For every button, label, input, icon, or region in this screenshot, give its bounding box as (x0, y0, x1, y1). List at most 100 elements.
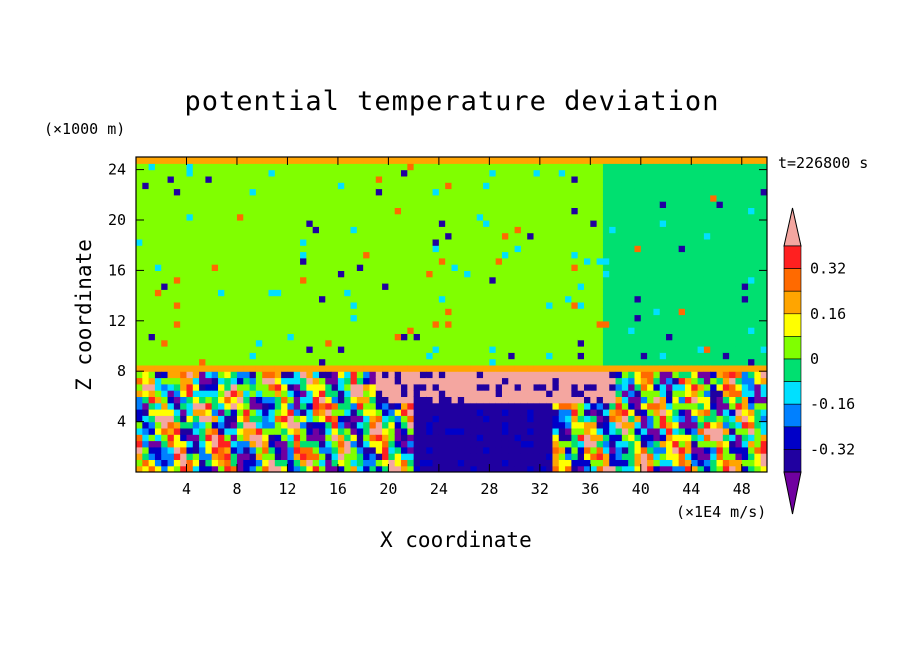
field-cell (729, 264, 737, 271)
field-cell (255, 409, 263, 416)
field-cell (546, 339, 554, 347)
field-cell (293, 169, 301, 177)
field-cell (558, 232, 566, 240)
field-cell (236, 358, 244, 366)
field-cell (281, 182, 289, 190)
field-cell (716, 276, 724, 284)
field-cell (552, 289, 560, 297)
field-cell (602, 440, 610, 448)
field-cell (514, 383, 522, 391)
field-cell (684, 264, 692, 271)
field-cell (647, 257, 655, 265)
field-cell (369, 352, 377, 360)
field-cell (602, 276, 610, 284)
field-cell (546, 276, 554, 284)
field-cell (678, 238, 686, 246)
field-cell (470, 169, 478, 177)
field-cell (571, 346, 579, 353)
field-cell (615, 213, 623, 221)
field-cell (565, 270, 572, 278)
field-cell (438, 440, 446, 448)
field-cell (489, 238, 497, 246)
field-cell (426, 169, 434, 177)
field-cell (697, 427, 705, 435)
field-cell (407, 415, 415, 423)
field-cell (722, 182, 730, 190)
field-cell (154, 434, 162, 442)
field-cell (470, 371, 478, 379)
field-cell (464, 283, 472, 290)
field-cell (205, 320, 213, 328)
field-cell (419, 276, 427, 284)
field-cell (218, 213, 225, 221)
field-cell (394, 453, 402, 460)
field-cell (590, 415, 598, 423)
field-cell (558, 409, 566, 416)
field-cell (508, 289, 516, 297)
field-cell (356, 352, 364, 360)
field-cell (735, 251, 743, 259)
field-cell (394, 213, 402, 221)
field-cell (640, 459, 648, 467)
field-cell (413, 175, 421, 183)
field-cell (167, 434, 175, 442)
field-cell (161, 220, 169, 227)
field-cell (318, 220, 326, 227)
field-cell (318, 182, 326, 190)
field-cell (337, 459, 345, 467)
field-cell (552, 446, 560, 454)
field-cell (628, 207, 636, 215)
field-cell (596, 251, 604, 259)
field-cell (748, 157, 755, 164)
field-cell (558, 301, 566, 309)
field-cell (369, 163, 377, 171)
field-cell (754, 163, 762, 171)
field-cell (520, 352, 528, 360)
field-cell (312, 402, 320, 410)
field-cell (136, 415, 143, 423)
field-cell (678, 320, 686, 328)
field-cell (419, 459, 427, 467)
field-cell (249, 283, 257, 290)
field-cell (748, 421, 755, 429)
field-cell (634, 226, 642, 234)
field-cell (274, 289, 282, 297)
field-cell (501, 232, 509, 240)
field-cell (281, 226, 289, 234)
field-cell (464, 289, 472, 297)
field-cell (508, 390, 516, 397)
field-cell (369, 213, 377, 221)
field-cell (148, 301, 156, 309)
field-cell (653, 245, 661, 253)
field-cell (293, 264, 301, 271)
field-cell (180, 201, 188, 208)
field-cell (230, 377, 238, 385)
field-cell (186, 427, 194, 435)
field-cell (552, 383, 560, 391)
field-cell (432, 440, 440, 448)
field-cell (659, 308, 667, 316)
field-cell (249, 427, 257, 435)
field-cell (647, 446, 655, 454)
field-cell (293, 251, 301, 259)
field-cell (148, 289, 156, 297)
field-cell (710, 295, 718, 303)
field-cell (413, 276, 421, 284)
field-cell (224, 194, 232, 202)
field-cell (672, 295, 680, 303)
field-cell (186, 207, 194, 215)
field-cell (192, 415, 200, 423)
field-cell (236, 402, 244, 410)
field-cell (205, 415, 213, 423)
field-cell (501, 434, 509, 442)
field-cell (710, 314, 718, 322)
field-cell (615, 320, 623, 328)
field-cell (596, 182, 604, 190)
field-cell (552, 308, 560, 316)
field-cell (748, 257, 755, 265)
field-cell (218, 264, 225, 271)
field-cell (281, 188, 289, 196)
field-cell (180, 446, 188, 454)
field-cell (735, 415, 743, 423)
field-cell (180, 371, 188, 379)
